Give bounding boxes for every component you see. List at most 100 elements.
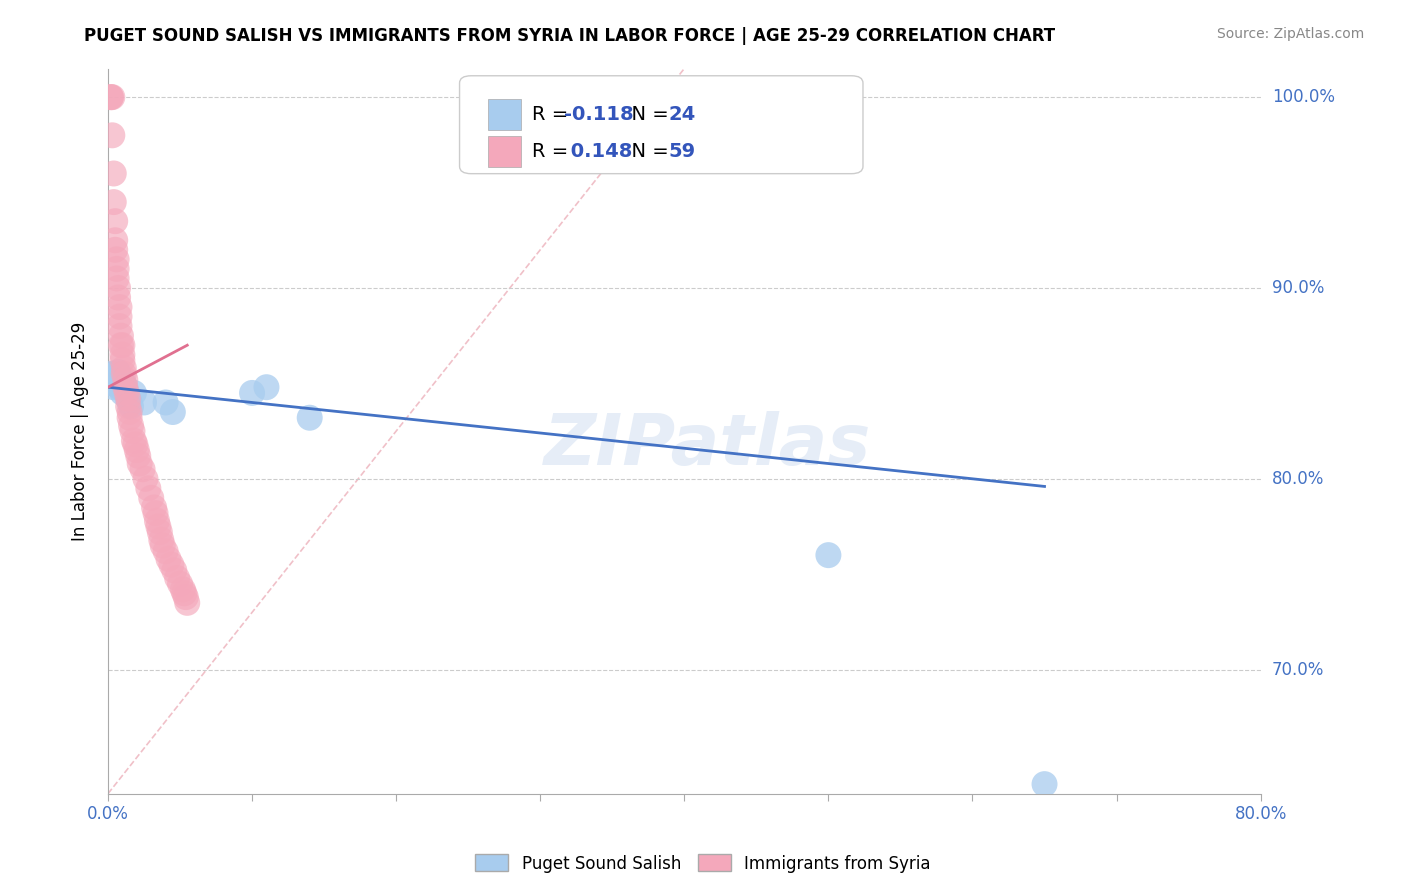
FancyBboxPatch shape (488, 100, 520, 130)
Point (101, 128, 124, 143)
Point (114, 380, 136, 394)
Point (173, 586, 195, 600)
Point (163, 563, 186, 577)
FancyBboxPatch shape (488, 136, 520, 167)
Point (131, 462, 153, 476)
Point (256, 380, 278, 394)
Point (111, 353, 134, 368)
Point (160, 558, 183, 572)
Point (107, 365, 129, 379)
Point (148, 519, 170, 533)
Point (104, 233, 127, 247)
Text: N =: N = (619, 105, 675, 124)
Point (146, 514, 169, 528)
Point (112, 367, 135, 381)
Point (105, 252, 128, 267)
Point (103, 166, 125, 180)
Point (110, 373, 132, 387)
Point (127, 449, 149, 463)
Text: -0.118: -0.118 (564, 105, 634, 124)
Point (240, 386, 263, 401)
Point (128, 457, 150, 471)
FancyBboxPatch shape (460, 76, 863, 174)
Point (100, 90, 122, 104)
Point (141, 491, 163, 505)
Point (152, 539, 174, 553)
Text: 80.0%: 80.0% (1272, 470, 1324, 488)
Point (124, 437, 146, 451)
Text: 24: 24 (668, 105, 696, 124)
Point (166, 571, 188, 585)
Point (118, 395, 141, 409)
Legend: Puget Sound Salish, Immigrants from Syria: Puget Sound Salish, Immigrants from Syri… (468, 847, 938, 880)
Point (104, 214, 127, 228)
Point (121, 424, 143, 438)
Y-axis label: In Labor Force | Age 25-29: In Labor Force | Age 25-29 (72, 321, 89, 541)
Point (172, 582, 194, 597)
Point (107, 281, 129, 295)
Point (155, 544, 177, 558)
Point (111, 386, 134, 401)
Point (115, 386, 138, 401)
Point (104, 367, 127, 381)
Point (122, 434, 145, 448)
Text: Source: ZipAtlas.com: Source: ZipAtlas.com (1216, 27, 1364, 41)
Text: PUGET SOUND SALISH VS IMMIGRANTS FROM SYRIA IN LABOR FORCE | AGE 25-29 CORRELATI: PUGET SOUND SALISH VS IMMIGRANTS FROM SY… (84, 27, 1056, 45)
Text: 0.148: 0.148 (564, 142, 633, 161)
Point (174, 590, 197, 604)
Point (108, 310, 131, 324)
Point (107, 291, 129, 305)
Text: R =: R = (531, 142, 575, 161)
Point (298, 410, 321, 425)
Point (118, 405, 141, 419)
Text: 100.0%: 100.0% (1272, 88, 1334, 106)
Point (176, 596, 198, 610)
Point (817, 548, 839, 562)
Text: 70.0%: 70.0% (1272, 661, 1324, 679)
Point (125, 443, 148, 458)
Point (103, 380, 125, 394)
Point (117, 392, 139, 406)
Point (132, 395, 155, 409)
Point (155, 395, 177, 409)
Point (100, 367, 122, 381)
Point (122, 386, 145, 401)
Point (114, 373, 136, 387)
Text: 59: 59 (668, 142, 696, 161)
Text: R =: R = (531, 105, 575, 124)
Point (111, 338, 134, 352)
Point (111, 348, 134, 362)
Point (112, 361, 135, 376)
Point (105, 373, 128, 387)
Point (115, 386, 138, 401)
Point (118, 410, 141, 425)
Point (117, 392, 139, 406)
Point (138, 481, 160, 495)
Text: 90.0%: 90.0% (1272, 279, 1324, 297)
Point (101, 90, 124, 104)
Point (145, 506, 167, 520)
Point (108, 300, 131, 314)
Point (114, 380, 136, 394)
Point (100, 90, 122, 104)
Point (104, 243, 127, 257)
Point (101, 376, 124, 391)
Point (110, 328, 132, 343)
Point (108, 319, 131, 334)
Text: N =: N = (619, 142, 675, 161)
Point (169, 576, 191, 591)
Point (120, 399, 142, 413)
Point (112, 376, 135, 391)
Point (110, 338, 132, 352)
Point (143, 500, 166, 515)
Point (162, 405, 184, 419)
Point (117, 399, 139, 413)
Point (105, 261, 128, 276)
Point (134, 472, 156, 486)
Point (150, 533, 173, 547)
Point (149, 525, 172, 540)
Point (120, 418, 142, 433)
Point (103, 195, 125, 210)
Point (105, 271, 128, 285)
Point (1033, 777, 1056, 791)
